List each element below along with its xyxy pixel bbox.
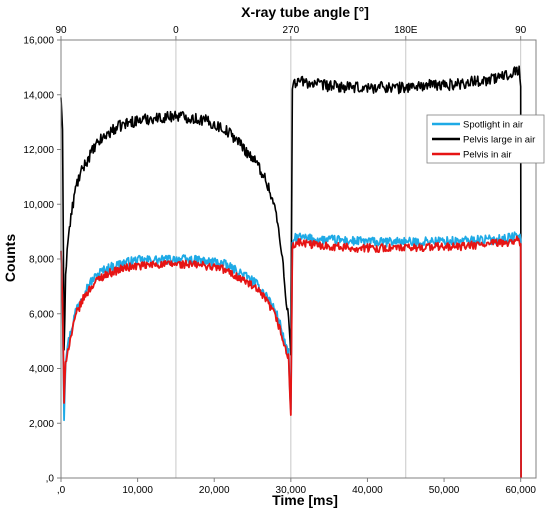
y-tick-label: ,0 — [46, 474, 55, 485]
y-axis-ticks: ,0 2,000 4,000 6,000 8,000 10,000 12,000 14,000… — [23, 36, 61, 485]
top-axis-ticks: 90 0 270 180E 90 — [55, 25, 527, 40]
top-tick-label: 180E — [394, 25, 418, 36]
legend-label-pelvis: Pelvis in air — [463, 150, 512, 161]
y-tick-label: 6,000 — [29, 309, 54, 320]
x-tick-label: 50,000 — [429, 485, 460, 496]
top-tick-label: 90 — [55, 25, 67, 36]
x-tick-label: 30,000 — [276, 485, 307, 496]
y-tick-label: 16,000 — [23, 36, 54, 47]
top-tick-label: 270 — [282, 25, 299, 36]
top-axis-title: X-ray tube angle [°] — [241, 4, 369, 20]
top-tick-label: 0 — [173, 25, 179, 36]
x-tick-label: ,0 — [57, 485, 66, 496]
y-tick-label: 2,000 — [29, 419, 54, 430]
legend-label-pelvis-large: Pelvis large in air — [463, 135, 535, 146]
legend-label-spotlight: Spotlight in air — [463, 120, 523, 131]
top-tick-label: 90 — [515, 25, 527, 36]
series-layer — [60, 65, 522, 479]
y-tick-label: 8,000 — [29, 255, 54, 266]
x-tick-label: 60,000 — [505, 485, 536, 496]
y-tick-label: 14,000 — [23, 90, 54, 101]
x-axis-title: Time [ms] — [272, 492, 338, 508]
x-tick-label: 40,000 — [352, 485, 383, 496]
x-tick-label: 10,000 — [122, 485, 153, 496]
series-line-pelvis — [60, 235, 522, 479]
x-tick-label: 20,000 — [199, 485, 230, 496]
y-tick-label: 12,000 — [23, 145, 54, 156]
y-tick-label: 4,000 — [29, 364, 54, 375]
x-axis-ticks: ,0 10,000 20,000 30,000 40,000 50,000 60,000 — [57, 478, 536, 496]
legend: Spotlight in air Pelvis large in air Pel… — [426, 114, 545, 164]
y-tick-label: 10,000 — [23, 200, 54, 211]
y-axis-title: Counts — [2, 234, 18, 282]
